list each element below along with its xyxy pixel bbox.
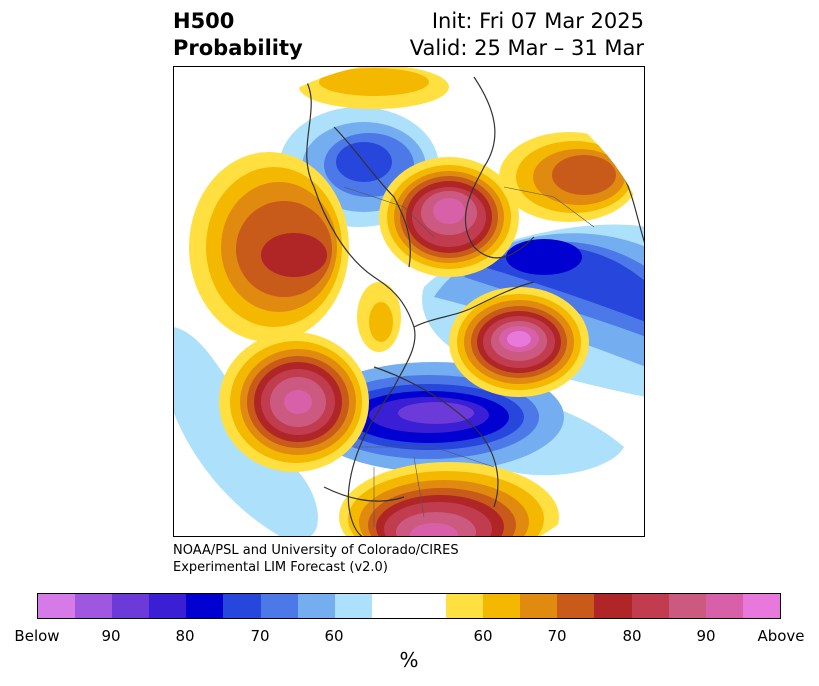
probability-colorbar bbox=[37, 593, 781, 619]
colorbar-tick-label: 60 bbox=[324, 627, 344, 645]
colorbar-cell bbox=[520, 594, 558, 618]
colorbar-cell bbox=[631, 594, 669, 618]
colorbar-tick-label: 80 bbox=[175, 627, 195, 645]
credit-line-2: Experimental LIM Forecast (v2.0) bbox=[173, 560, 388, 575]
colorbar-tick-label: Above bbox=[757, 627, 805, 645]
colorbar-cell bbox=[742, 594, 780, 618]
colorbar-unit: % bbox=[399, 648, 419, 672]
colorbar-tick-label: Below bbox=[14, 627, 60, 645]
colorbar-cell bbox=[483, 594, 521, 618]
colorbar-tick-label: 90 bbox=[101, 627, 121, 645]
title-product: Probability bbox=[173, 36, 303, 60]
colorbar-cell bbox=[334, 594, 372, 618]
colorbar-cell bbox=[668, 594, 706, 618]
init-date: Init: Fri 07 Mar 2025 bbox=[431, 9, 644, 33]
colorbar-tick-label: 70 bbox=[547, 627, 567, 645]
colorbar-cell bbox=[446, 594, 484, 618]
colorbar-cell bbox=[260, 594, 298, 618]
colorbar-cell bbox=[408, 594, 447, 618]
colorbar-cell bbox=[223, 594, 261, 618]
colorbar-cell bbox=[297, 594, 335, 618]
map-title: H500 Probability bbox=[173, 8, 303, 62]
title-variable: H500 bbox=[173, 9, 235, 33]
colorbar-cell bbox=[594, 594, 632, 618]
colorbar-tick-label: 80 bbox=[622, 627, 642, 645]
colorbar-cell bbox=[705, 594, 743, 618]
colorbar-tick-label: 60 bbox=[473, 627, 493, 645]
colorbar-cell bbox=[75, 594, 113, 618]
colorbar-cell bbox=[371, 594, 409, 618]
polar-projection bbox=[174, 67, 644, 536]
credit-line-1: NOAA/PSL and University of Colorado/CIRE… bbox=[173, 543, 459, 558]
colorbar-tick-label: 70 bbox=[250, 627, 270, 645]
credit-text: NOAA/PSL and University of Colorado/CIRE… bbox=[173, 542, 459, 576]
valid-range: Valid: 25 Mar – 31 Mar bbox=[409, 36, 644, 60]
colorbar-cell bbox=[38, 594, 76, 618]
colorbar-cell bbox=[112, 594, 150, 618]
probability-map bbox=[173, 66, 645, 537]
colorbar-tick-label: 90 bbox=[696, 627, 716, 645]
colorbar-cell bbox=[149, 594, 187, 618]
map-dates: Init: Fri 07 Mar 2025 Valid: 25 Mar – 31… bbox=[410, 8, 644, 62]
colorbar-cell bbox=[557, 594, 595, 618]
colorbar-cell bbox=[186, 594, 224, 618]
